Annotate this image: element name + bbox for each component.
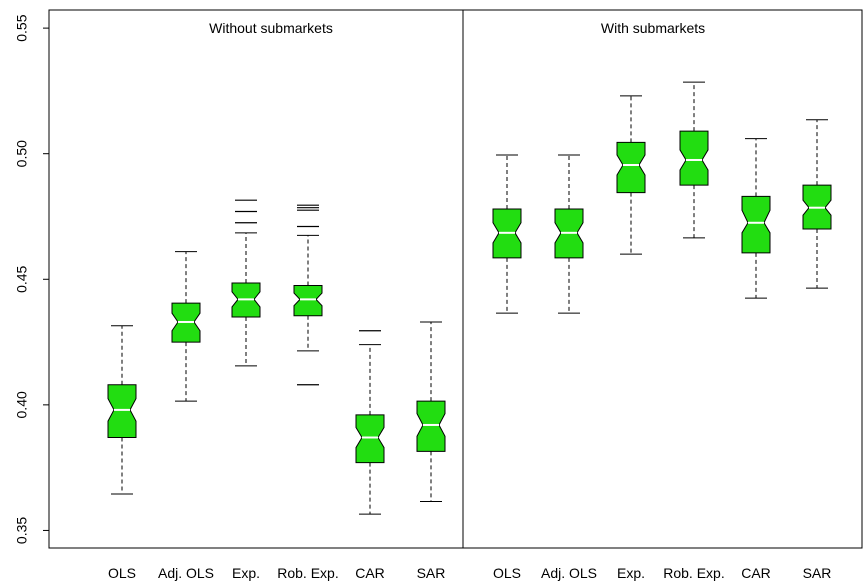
box: Adj. OLS: [158, 251, 214, 581]
x-tick-label: OLS: [493, 565, 521, 581]
y-axis: 0.35 0.40 0.45 0.50 0.55: [14, 14, 49, 544]
box: Rob. Exp.: [277, 204, 339, 581]
x-tick-label: Exp.: [232, 565, 260, 581]
box-body: [679, 130, 709, 186]
box-body: [107, 384, 137, 439]
box: Exp.: [616, 95, 646, 581]
box: CAR: [355, 330, 385, 581]
x-tick-label: CAR: [355, 565, 385, 581]
y-tick-label: 0.45: [14, 265, 30, 292]
box: Exp.: [231, 199, 261, 581]
y-tick-label: 0.35: [14, 517, 30, 544]
box: SAR: [416, 321, 446, 581]
x-tick-label: Adj. OLS: [158, 565, 214, 581]
box-body: [416, 400, 446, 452]
plot-frame: [48, 9, 863, 549]
box: CAR: [741, 138, 771, 581]
box: Rob. Exp.: [663, 81, 725, 581]
x-tick-label: Adj. OLS: [541, 565, 597, 581]
box-body: [616, 141, 646, 194]
box: OLS: [107, 325, 137, 581]
y-tick-label: 0.50: [14, 140, 30, 167]
x-tick-label: Rob. Exp.: [277, 565, 338, 581]
box-body: [293, 285, 323, 317]
x-tick-label: CAR: [741, 565, 771, 581]
box-body: [741, 195, 771, 254]
x-tick-label: SAR: [417, 565, 446, 581]
box-body: [355, 414, 385, 464]
box: SAR: [802, 119, 832, 581]
panel-title: With submarkets: [601, 20, 705, 36]
x-tick-label: Rob. Exp.: [663, 565, 724, 581]
x-tick-label: Exp.: [617, 565, 645, 581]
x-tick-label: OLS: [108, 565, 136, 581]
panel: Without submarkets OLS Adj. OLS Exp. Rob. Ex…: [107, 20, 446, 581]
panels: Without submarkets OLS Adj. OLS Exp. Rob. Ex…: [107, 20, 832, 581]
box: Adj. OLS: [541, 154, 597, 581]
panel: With submarkets OLS Adj. OLS Exp. Rob. Exp. C…: [492, 20, 832, 581]
x-tick-label: SAR: [803, 565, 832, 581]
box: OLS: [492, 154, 522, 581]
y-tick-label: 0.55: [14, 14, 30, 41]
panel-title: Without submarkets: [209, 20, 333, 36]
y-tick-label: 0.40: [14, 391, 30, 418]
